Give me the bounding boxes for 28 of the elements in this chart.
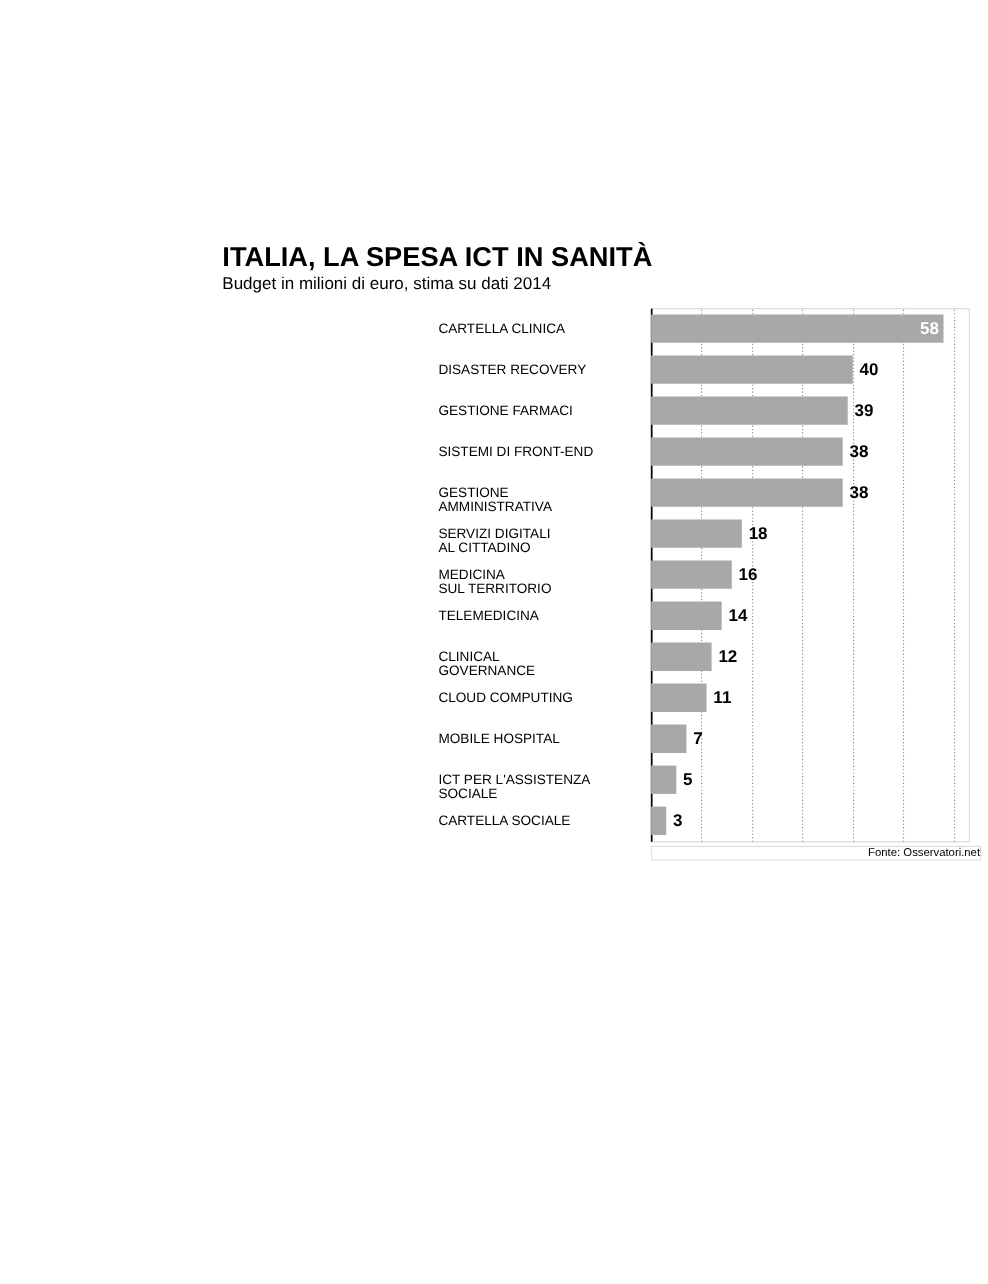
data-label: 18 (748, 523, 769, 544)
data-label: 16 (738, 564, 759, 585)
bar (651, 642, 712, 671)
bar (651, 601, 722, 630)
bar (651, 355, 853, 384)
bar (651, 396, 848, 425)
data-label: 5 (683, 769, 694, 790)
data-label: 14 (728, 605, 748, 626)
text: ITALIA, LA SPESA ICT IN SANITÀ (222, 240, 653, 273)
data-label: 12 (718, 646, 738, 667)
data-label: 58 (920, 318, 940, 339)
bar (651, 560, 732, 589)
bar (651, 806, 667, 835)
bar (651, 314, 944, 343)
bar (651, 765, 677, 794)
bar (651, 519, 742, 548)
data-label: 38 (849, 441, 869, 462)
data-label: 7 (693, 728, 704, 749)
data-label: 40 (859, 359, 880, 380)
bar (651, 478, 843, 507)
bar (651, 724, 687, 753)
text: Budget in milioni di euro, stima su dati 2014 (222, 272, 552, 293)
data-label: 38 (849, 482, 869, 503)
bar (651, 683, 707, 712)
data-label: 39 (854, 400, 874, 421)
data-label: 11 (713, 687, 732, 708)
bar (651, 437, 843, 466)
data-label: 3 (673, 810, 684, 831)
